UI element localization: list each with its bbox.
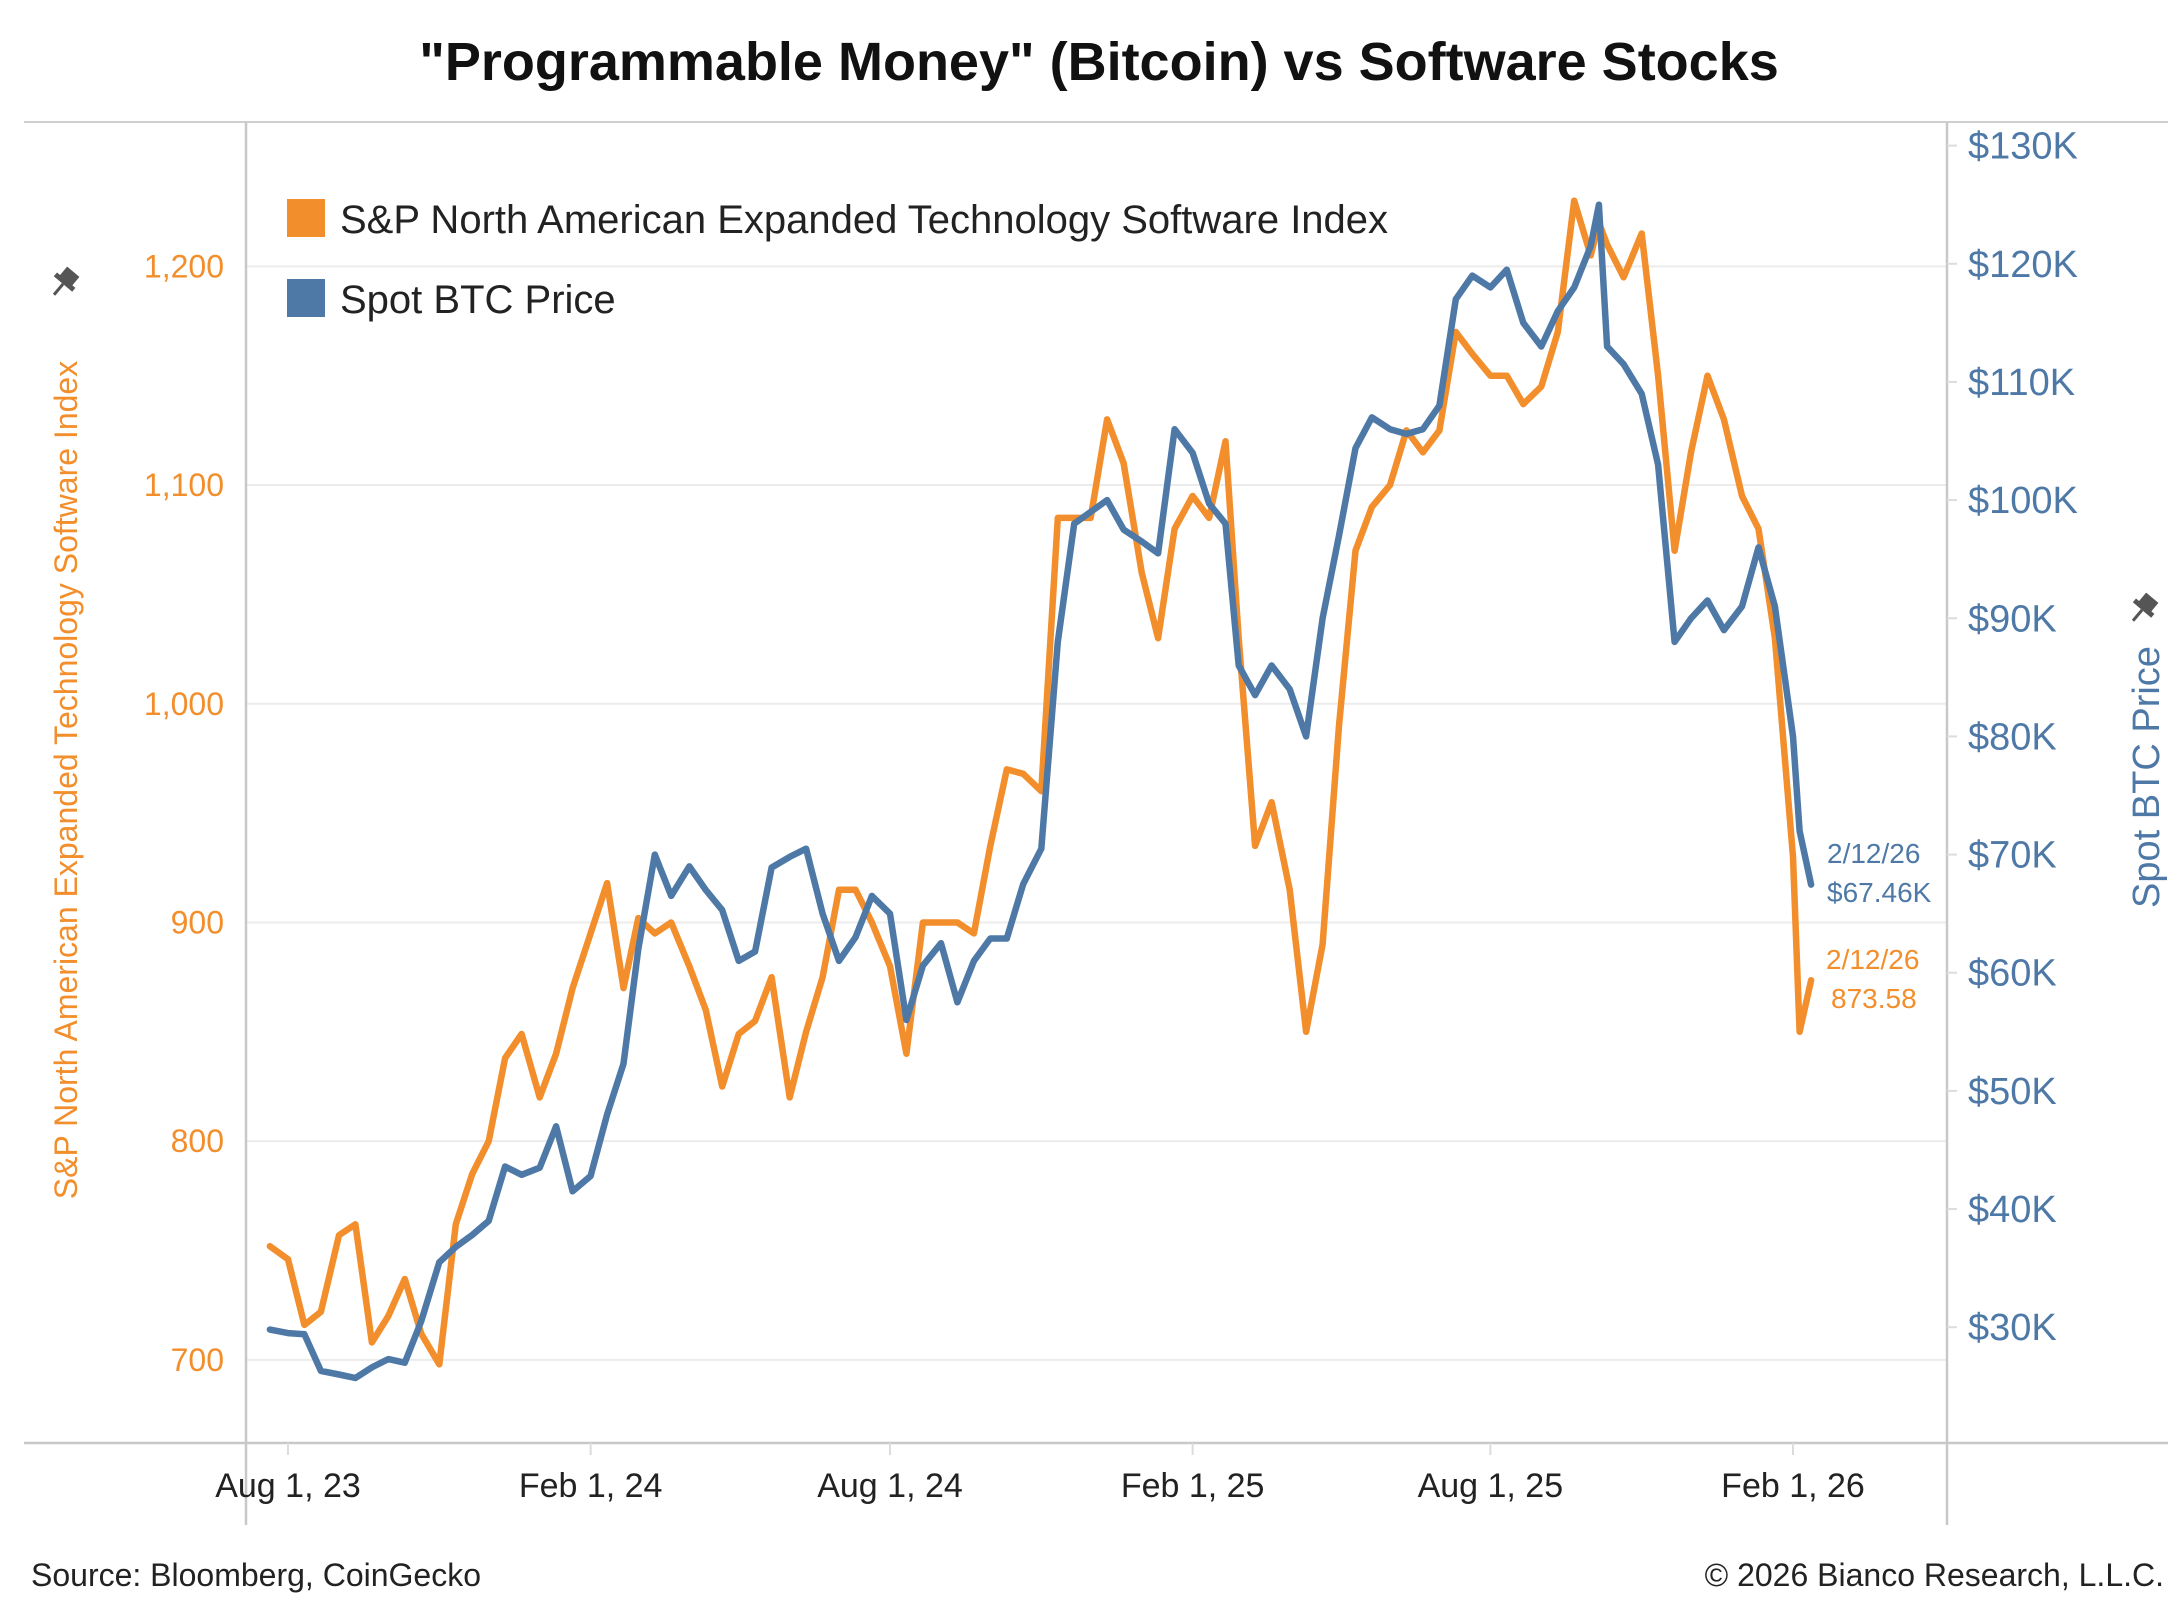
left-tick-label: 1,100 (144, 467, 224, 503)
right-tick-label: $50K (1968, 1071, 2057, 1113)
source-note: Source: Bloomberg, CoinGecko (31, 1557, 481, 1593)
left-tick-label: 1,200 (144, 248, 224, 284)
left-tick-label: 1,000 (144, 686, 224, 722)
end-annotation-software: 2/12/26 873.58 (1826, 944, 1919, 1014)
x-tick-label: Aug 1, 24 (817, 1467, 963, 1505)
right-tick-label: $60K (1968, 953, 2057, 995)
left-tick-label: 900 (171, 904, 224, 940)
software-index-line (266, 197, 1815, 1368)
x-tick-label: Feb 1, 25 (1121, 1467, 1265, 1505)
x-axis-ticks: Aug 1, 23 Feb 1, 24 Aug 1, 24 Feb 1, 25 Aug … (215, 1443, 1865, 1505)
x-tick-label: Aug 1, 23 (215, 1467, 361, 1505)
legend-label-btc: Spot BTC Price (340, 278, 616, 322)
pin-icon (2131, 592, 2159, 622)
chart-title: "Programmable Money" (Bitcoin) vs Softwa… (419, 32, 1779, 92)
left-tick-label: 800 (171, 1123, 224, 1159)
copyright: © 2026 Bianco Research, L.L.C. (1705, 1557, 2164, 1593)
btc-annotation-date: 2/12/26 (1827, 838, 1920, 869)
btc-price-line (266, 201, 1815, 1382)
left-tick-label: 700 (171, 1342, 224, 1378)
right-tick-label: $110K (1968, 362, 2075, 404)
pin-icon (52, 266, 80, 296)
x-tick-label: Aug 1, 25 (1418, 1467, 1564, 1505)
gridlines (246, 265, 1947, 1361)
software-annotation-value: 873.58 (1831, 983, 1917, 1014)
x-tick-label: Feb 1, 26 (1721, 1467, 1865, 1505)
right-tick-label: $70K (1968, 835, 2057, 877)
btc-annotation-value: $67.46K (1827, 877, 1932, 908)
right-tick-label: $30K (1968, 1307, 2057, 1349)
right-tick-label: $100K (1968, 480, 2078, 522)
right-tick-label: $80K (1968, 716, 2057, 758)
end-annotation-btc: 2/12/26 $67.46K (1827, 838, 1932, 908)
right-tick-label: $120K (1968, 244, 2078, 286)
x-tick-label: Feb 1, 24 (519, 1467, 663, 1505)
right-axis-title: Spot BTC Price (2126, 646, 2168, 908)
legend-swatch-btc (287, 279, 325, 317)
legend-label-software: S&P North American Expanded Technology S… (340, 198, 1388, 242)
legend: S&P North American Expanded Technology S… (287, 198, 1388, 322)
left-axis-title: S&P North American Expanded Technology S… (48, 361, 84, 1199)
legend-swatch-software (287, 199, 325, 237)
right-tick-label: $130K (1968, 126, 2078, 168)
left-axis-ticks: 700 800 900 1,000 1,100 1,200 (144, 248, 224, 1378)
right-axis-ticks: $30K $40K $50K $60K $70K $80K $90K $100K $110K $1… (1947, 126, 2078, 1349)
software-annotation-date: 2/12/26 (1826, 944, 1919, 975)
right-tick-label: $40K (1968, 1189, 2057, 1231)
series-lines (266, 197, 1815, 1382)
right-tick-label: $90K (1968, 598, 2057, 640)
